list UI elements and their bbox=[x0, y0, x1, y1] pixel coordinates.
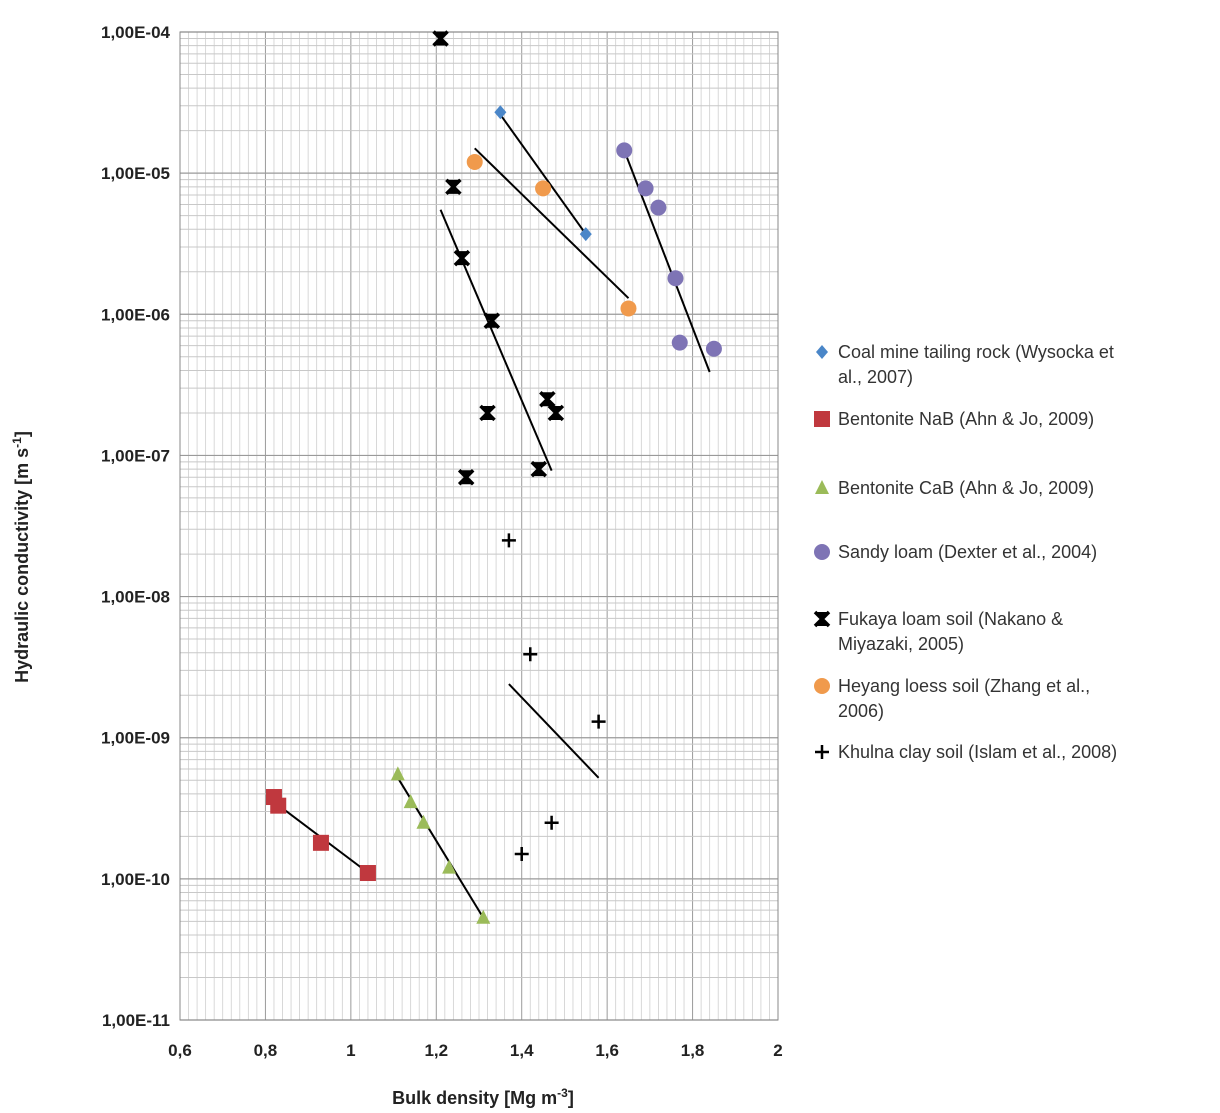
legend-label: Bentonite CaB (Ahn & Jo, 2009) bbox=[838, 478, 1094, 498]
legend-label: al., 2007) bbox=[838, 367, 913, 387]
y-axis-title: Hydraulic conductivity [m s-1] bbox=[10, 431, 32, 683]
data-point bbox=[616, 142, 633, 159]
data-point bbox=[390, 766, 405, 781]
legend-marker bbox=[814, 544, 830, 560]
data-point bbox=[620, 300, 637, 317]
data-point bbox=[442, 859, 457, 874]
data-point bbox=[453, 249, 471, 267]
legend-label: Coal mine tailing rock (Wysocka et bbox=[838, 342, 1114, 362]
data-point bbox=[667, 270, 684, 287]
trend-line bbox=[499, 113, 587, 235]
data-point bbox=[544, 815, 559, 830]
grid bbox=[179, 31, 779, 1021]
data-point bbox=[466, 153, 483, 170]
legend-marker bbox=[814, 411, 830, 427]
y-tick-label: 1,00E-09 bbox=[101, 729, 170, 748]
data-point bbox=[479, 404, 496, 422]
data-point bbox=[416, 814, 431, 829]
data-point bbox=[432, 30, 449, 47]
data-point bbox=[501, 533, 516, 548]
legend-label: 2006) bbox=[838, 701, 884, 721]
y-tick-label: 1,00E-10 bbox=[101, 870, 170, 889]
data-point bbox=[445, 178, 462, 196]
data-point bbox=[591, 714, 606, 729]
legend-marker bbox=[814, 678, 830, 694]
y-tick-label: 1,00E-07 bbox=[101, 446, 170, 465]
legend-label: Sandy loam (Dexter et al., 2004) bbox=[838, 542, 1097, 562]
data-point bbox=[457, 469, 475, 486]
data-point bbox=[579, 227, 592, 242]
legend-label: Fukaya loam soil (Nakano & bbox=[838, 609, 1063, 629]
legend-label: Khulna clay soil (Islam et al., 2008) bbox=[838, 742, 1117, 762]
x-tick-label: 1,4 bbox=[510, 1041, 534, 1060]
data-point bbox=[637, 180, 654, 197]
trend-line bbox=[474, 147, 630, 299]
data-point bbox=[523, 647, 538, 662]
x-tick-label: 0,8 bbox=[254, 1041, 278, 1060]
legend-label: Miyazaki, 2005) bbox=[838, 634, 964, 654]
data-point bbox=[483, 312, 501, 329]
x-tick-label: 2 bbox=[773, 1041, 782, 1060]
data-point bbox=[494, 105, 507, 120]
data-point bbox=[530, 460, 548, 478]
x-tick-label: 0,6 bbox=[168, 1041, 192, 1060]
data-point bbox=[547, 404, 565, 422]
legend-label: Heyang loess soil (Zhang et al., bbox=[838, 676, 1090, 696]
trend-lines bbox=[269, 113, 711, 919]
data-point bbox=[650, 199, 667, 216]
legend-marker bbox=[813, 610, 831, 628]
data-points bbox=[265, 30, 722, 924]
legend-marker bbox=[815, 745, 829, 759]
trend-line bbox=[508, 683, 600, 779]
y-tick-label: 1,00E-06 bbox=[101, 305, 170, 324]
legend-marker bbox=[816, 345, 828, 359]
y-tick-label: 1,00E-08 bbox=[101, 588, 170, 607]
legend-marker bbox=[815, 480, 829, 494]
data-point bbox=[671, 334, 688, 351]
x-axis-ticks: 0,6 0,8 1 1,2 1,4 1,6 1,8 2 bbox=[168, 1041, 783, 1060]
y-tick-label: 1,00E-11 bbox=[102, 1011, 170, 1030]
y-tick-label: 1,00E-05 bbox=[101, 164, 170, 183]
x-tick-label: 1,8 bbox=[681, 1041, 705, 1060]
data-point bbox=[705, 340, 722, 357]
x-tick-label: 1,6 bbox=[595, 1041, 619, 1060]
x-tick-label: 1,2 bbox=[424, 1041, 448, 1060]
data-point bbox=[312, 834, 329, 851]
data-point bbox=[270, 797, 287, 814]
legend-label: Bentonite NaB (Ahn & Jo, 2009) bbox=[838, 409, 1094, 429]
data-point bbox=[514, 847, 529, 862]
legend: Coal mine tailing rock (Wysocka et al., 2… bbox=[813, 342, 1117, 762]
data-point bbox=[359, 865, 376, 882]
y-tick-label: 1,00E-04 bbox=[101, 23, 171, 42]
data-point bbox=[403, 794, 418, 809]
x-tick-label: 1 bbox=[346, 1041, 355, 1060]
data-point bbox=[535, 180, 552, 197]
y-axis-ticks: 1,00E-11 1,00E-10 1,00E-09 1,00E-08 1,00E-07… bbox=[101, 23, 171, 1030]
x-axis-title: Bulk density [Mg m-3] bbox=[392, 1086, 574, 1108]
plot-area-frame bbox=[179, 31, 779, 1021]
data-point bbox=[476, 909, 491, 924]
data-point bbox=[539, 391, 556, 408]
